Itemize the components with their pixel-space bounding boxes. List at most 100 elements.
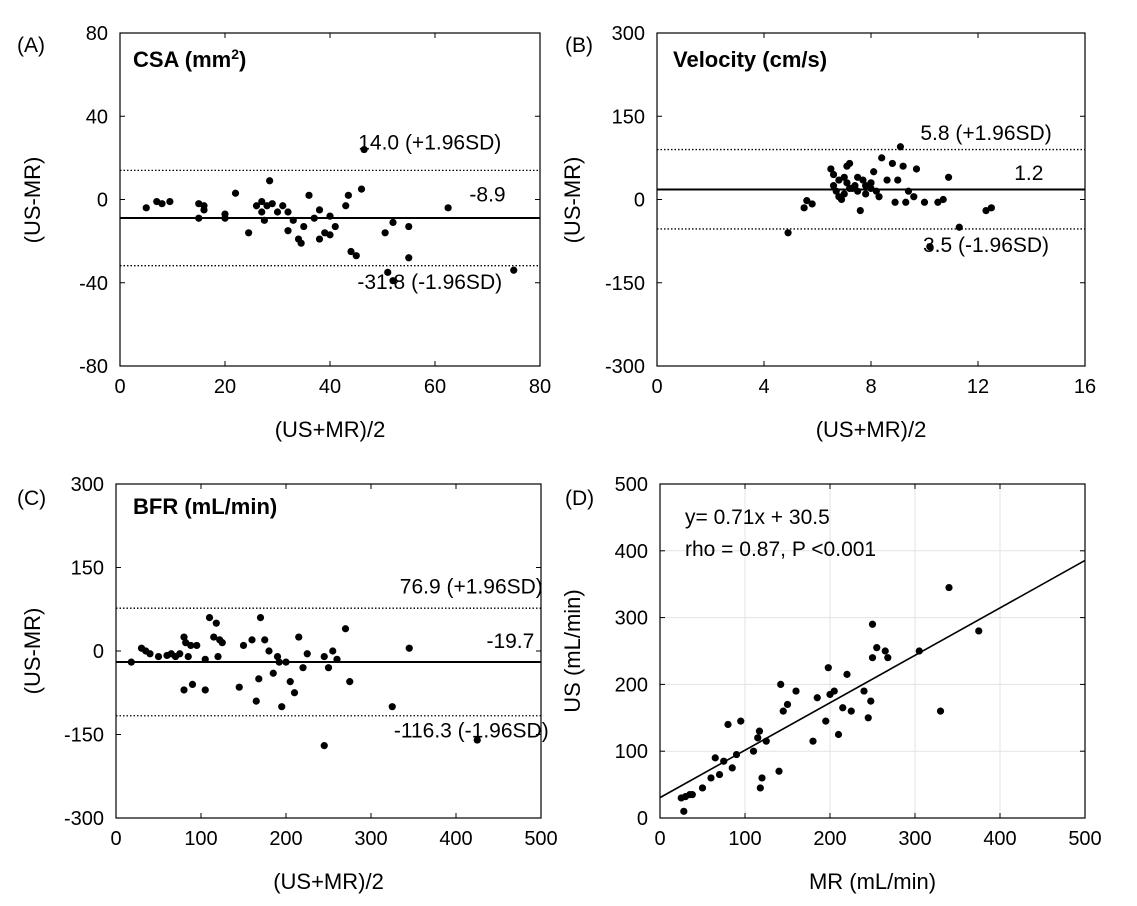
data-point <box>724 720 732 729</box>
x-axis-label: (US+MR)/2 <box>816 417 927 442</box>
data-point <box>809 737 817 745</box>
data-point <box>934 198 942 206</box>
data-point <box>193 641 201 650</box>
data-point <box>813 694 821 702</box>
data-point <box>303 650 311 658</box>
data-point <box>324 664 333 672</box>
annotation-label: -19.7 <box>486 630 534 653</box>
data-point <box>300 222 308 231</box>
x-tick-label: 0 <box>114 376 125 398</box>
data-point <box>142 204 150 212</box>
data-point <box>333 655 341 663</box>
y-tick-label: 150 <box>612 106 645 128</box>
data-point <box>884 654 892 662</box>
data-point <box>711 754 719 762</box>
data-point <box>936 707 945 715</box>
data-point <box>899 162 907 170</box>
x-tick-label: 8 <box>865 376 876 398</box>
data-point <box>320 652 328 661</box>
data-point <box>320 742 328 750</box>
x-axis-label: MR (mL/min) <box>809 869 936 894</box>
data-point <box>945 583 953 592</box>
data-point <box>840 190 848 198</box>
data-point <box>862 182 870 190</box>
data-point <box>868 620 877 628</box>
data-point <box>347 247 355 256</box>
regression-line <box>659 559 1086 799</box>
title-text: Velocity (cm/s) <box>673 47 827 72</box>
y-axis-label: (US-MR) <box>20 608 45 695</box>
x-tick-label: 300 <box>898 828 931 850</box>
data-point <box>680 807 688 815</box>
y-tick-label: 500 <box>615 474 648 496</box>
data-point <box>176 650 184 658</box>
data-point <box>829 170 838 179</box>
data-point <box>329 647 337 655</box>
x-tick-label: 400 <box>439 828 472 850</box>
data-point <box>389 218 397 226</box>
x-tick-label: 500 <box>524 828 557 850</box>
data-point <box>210 633 218 641</box>
data-point <box>405 254 413 262</box>
data-point <box>200 202 208 210</box>
data-point <box>756 784 764 792</box>
data-point <box>260 216 268 224</box>
x-tick-label: 500 <box>1068 828 1101 850</box>
y-tick-label: 300 <box>71 474 104 496</box>
data-point <box>310 214 318 222</box>
data-point <box>405 644 413 652</box>
annotation-label: 14.0 (+1.96SD) <box>358 132 501 155</box>
data-point <box>864 714 872 722</box>
y-tick-label: -80 <box>79 356 108 378</box>
data-point <box>854 187 862 195</box>
x-tick-label: 100 <box>728 828 761 850</box>
data-point <box>205 614 214 622</box>
y-tick-label: 80 <box>86 23 108 45</box>
data-point <box>299 664 307 672</box>
data-point <box>915 647 923 655</box>
data-point <box>282 658 290 666</box>
data-point <box>388 703 396 711</box>
data-point <box>245 229 253 237</box>
data-point <box>255 675 263 683</box>
data-point <box>289 216 297 224</box>
data-point <box>856 207 864 215</box>
data-point <box>235 683 243 691</box>
data-point <box>955 223 963 231</box>
data-point <box>381 229 389 237</box>
x-tick-label: 80 <box>529 376 551 398</box>
data-point <box>878 154 886 162</box>
data-point <box>360 145 368 154</box>
data-point <box>843 179 851 187</box>
data-point <box>315 206 324 214</box>
panel-title: BFR (mL/min) <box>133 494 277 519</box>
title-close: ) <box>239 47 246 72</box>
data-point <box>837 195 846 204</box>
x-tick-label: 4 <box>758 376 769 398</box>
data-point <box>188 680 197 689</box>
data-point <box>982 207 990 215</box>
data-point <box>822 717 830 725</box>
data-point <box>847 707 855 715</box>
data-point <box>184 652 192 661</box>
data-point <box>808 200 816 208</box>
data-point <box>783 700 792 709</box>
data-point <box>473 736 481 744</box>
data-point <box>214 652 222 661</box>
data-point <box>127 658 135 666</box>
y-axis-label: (US-MR) <box>560 157 585 244</box>
data-point <box>912 165 921 173</box>
data-point <box>707 774 715 782</box>
data-point <box>273 652 282 661</box>
data-point <box>867 697 875 705</box>
x-tick-label: 16 <box>1074 376 1096 398</box>
x-tick-label: 0 <box>654 828 665 850</box>
data-point <box>180 633 188 641</box>
data-point <box>868 654 877 662</box>
data-point <box>987 204 995 212</box>
correlation-stats: rho = 0.87, P <0.001 <box>685 538 876 561</box>
data-point <box>252 202 261 210</box>
y-axis-label: US (mL/min) <box>560 589 585 712</box>
data-point <box>218 639 226 647</box>
data-point <box>346 678 354 686</box>
